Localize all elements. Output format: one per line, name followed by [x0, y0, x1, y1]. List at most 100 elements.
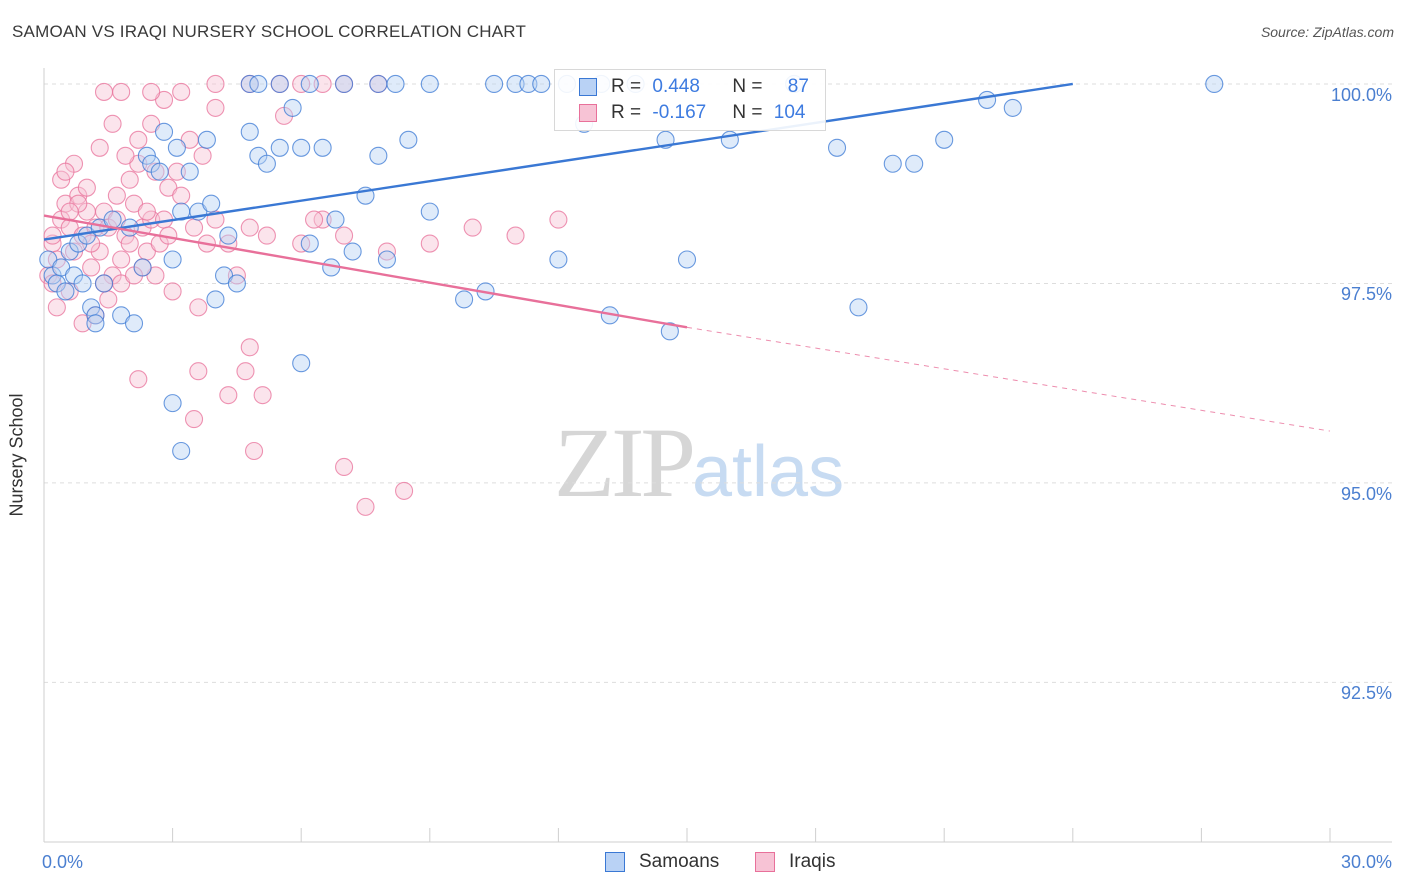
data-point	[660, 322, 679, 341]
data-point	[292, 138, 311, 157]
stats-legend: R = 0.448 N = 87 R = -0.167 N = 104	[554, 69, 826, 131]
data-point	[978, 90, 997, 109]
samoans-r-value: 0.448	[652, 76, 700, 97]
watermark-zip: ZIP	[554, 407, 696, 518]
chart-title: SAMOAN VS IRAQI NURSERY SCHOOL CORRELATI…	[12, 22, 527, 41]
data-point	[133, 258, 152, 277]
x-tick-label: 30.0%	[1340, 852, 1392, 872]
data-point	[150, 162, 169, 181]
y-tick-label: 100.0%	[1330, 84, 1392, 105]
data-point	[43, 226, 62, 245]
data-point	[219, 226, 238, 245]
data-point	[463, 218, 482, 237]
data-point	[519, 74, 538, 94]
samoans-n-value: 87	[787, 76, 809, 97]
data-point	[180, 162, 199, 181]
samoans-swatch	[579, 78, 597, 96]
data-point	[249, 74, 268, 94]
samoans-r-label: R =	[611, 76, 647, 97]
data-point	[827, 138, 847, 157]
legend-row-iraqis: R = -0.167 N = 104	[579, 100, 805, 126]
data-point	[124, 194, 144, 213]
data-point	[86, 314, 105, 333]
data-point	[116, 146, 135, 165]
data-point	[377, 250, 396, 269]
iraqis-r-label: R =	[611, 102, 647, 123]
data-point	[189, 298, 208, 317]
data-point	[369, 146, 388, 165]
legend-item-samoans[interactable]: Samoans	[605, 851, 719, 873]
data-point	[47, 298, 66, 317]
data-point	[244, 441, 264, 461]
data-point	[154, 122, 174, 141]
data-point	[356, 497, 375, 516]
x-tick-label: 0.0%	[42, 852, 84, 872]
data-point	[184, 218, 204, 237]
data-point	[1003, 98, 1022, 117]
data-point	[94, 82, 114, 101]
data-point	[82, 258, 101, 277]
grid-lines	[44, 83, 1392, 683]
y-tick-label: 92.5%	[1340, 683, 1392, 704]
data-point	[292, 354, 311, 373]
samoans-n-label: N =	[732, 76, 768, 97]
data-point	[253, 386, 272, 405]
data-point	[159, 178, 178, 197]
data-point	[94, 274, 114, 293]
data-point	[883, 154, 902, 173]
data-point	[326, 210, 345, 229]
data-point	[1205, 74, 1224, 94]
data-point	[283, 98, 302, 117]
data-point	[142, 114, 161, 133]
data-point	[129, 130, 148, 149]
data-point	[206, 74, 225, 94]
data-point	[219, 386, 238, 405]
data-point	[163, 250, 182, 269]
data-point	[300, 74, 319, 94]
data-point	[532, 74, 551, 94]
y-tick-label: 95.0%	[1340, 483, 1392, 504]
legend-item-iraqis[interactable]: Iraqis	[755, 851, 835, 873]
data-point	[506, 74, 525, 94]
data-point	[197, 130, 216, 149]
data-point	[677, 250, 697, 269]
iraqis-n-value: 104	[773, 102, 806, 123]
data-point	[420, 202, 439, 221]
iraqis-n-label: N =	[732, 102, 768, 123]
data-points	[39, 74, 1224, 516]
data-point	[206, 290, 225, 309]
data-point	[549, 210, 568, 229]
data-point	[154, 90, 174, 109]
legend-row-samoans: R = 0.448 N = 87	[579, 74, 809, 100]
data-point	[167, 138, 186, 157]
data-point	[420, 74, 439, 94]
data-point	[399, 130, 418, 149]
samoans-legend-label: Samoans	[639, 851, 720, 872]
data-point	[193, 146, 212, 165]
data-point	[206, 98, 225, 117]
data-point	[549, 250, 568, 269]
iraqis-swatch	[579, 104, 597, 122]
data-point	[335, 226, 354, 245]
data-point	[112, 306, 131, 325]
data-point	[77, 178, 96, 197]
chart-source: Source: ZipAtlas.com	[1260, 24, 1394, 40]
data-point	[189, 362, 208, 381]
data-point	[202, 194, 221, 213]
data-point	[103, 114, 122, 133]
samoans-legend-swatch	[605, 852, 625, 872]
data-point	[240, 122, 259, 141]
data-point	[257, 226, 276, 245]
data-point	[227, 274, 246, 293]
iraqis-trend-extension	[686, 326, 1331, 432]
data-point	[300, 234, 319, 253]
data-point	[313, 74, 332, 94]
data-point	[90, 138, 109, 157]
watermark-atlas: atlas	[692, 432, 845, 512]
data-point	[99, 290, 118, 309]
data-point	[172, 82, 191, 101]
data-point	[236, 362, 255, 381]
data-point	[172, 441, 191, 461]
data-point	[73, 274, 92, 293]
